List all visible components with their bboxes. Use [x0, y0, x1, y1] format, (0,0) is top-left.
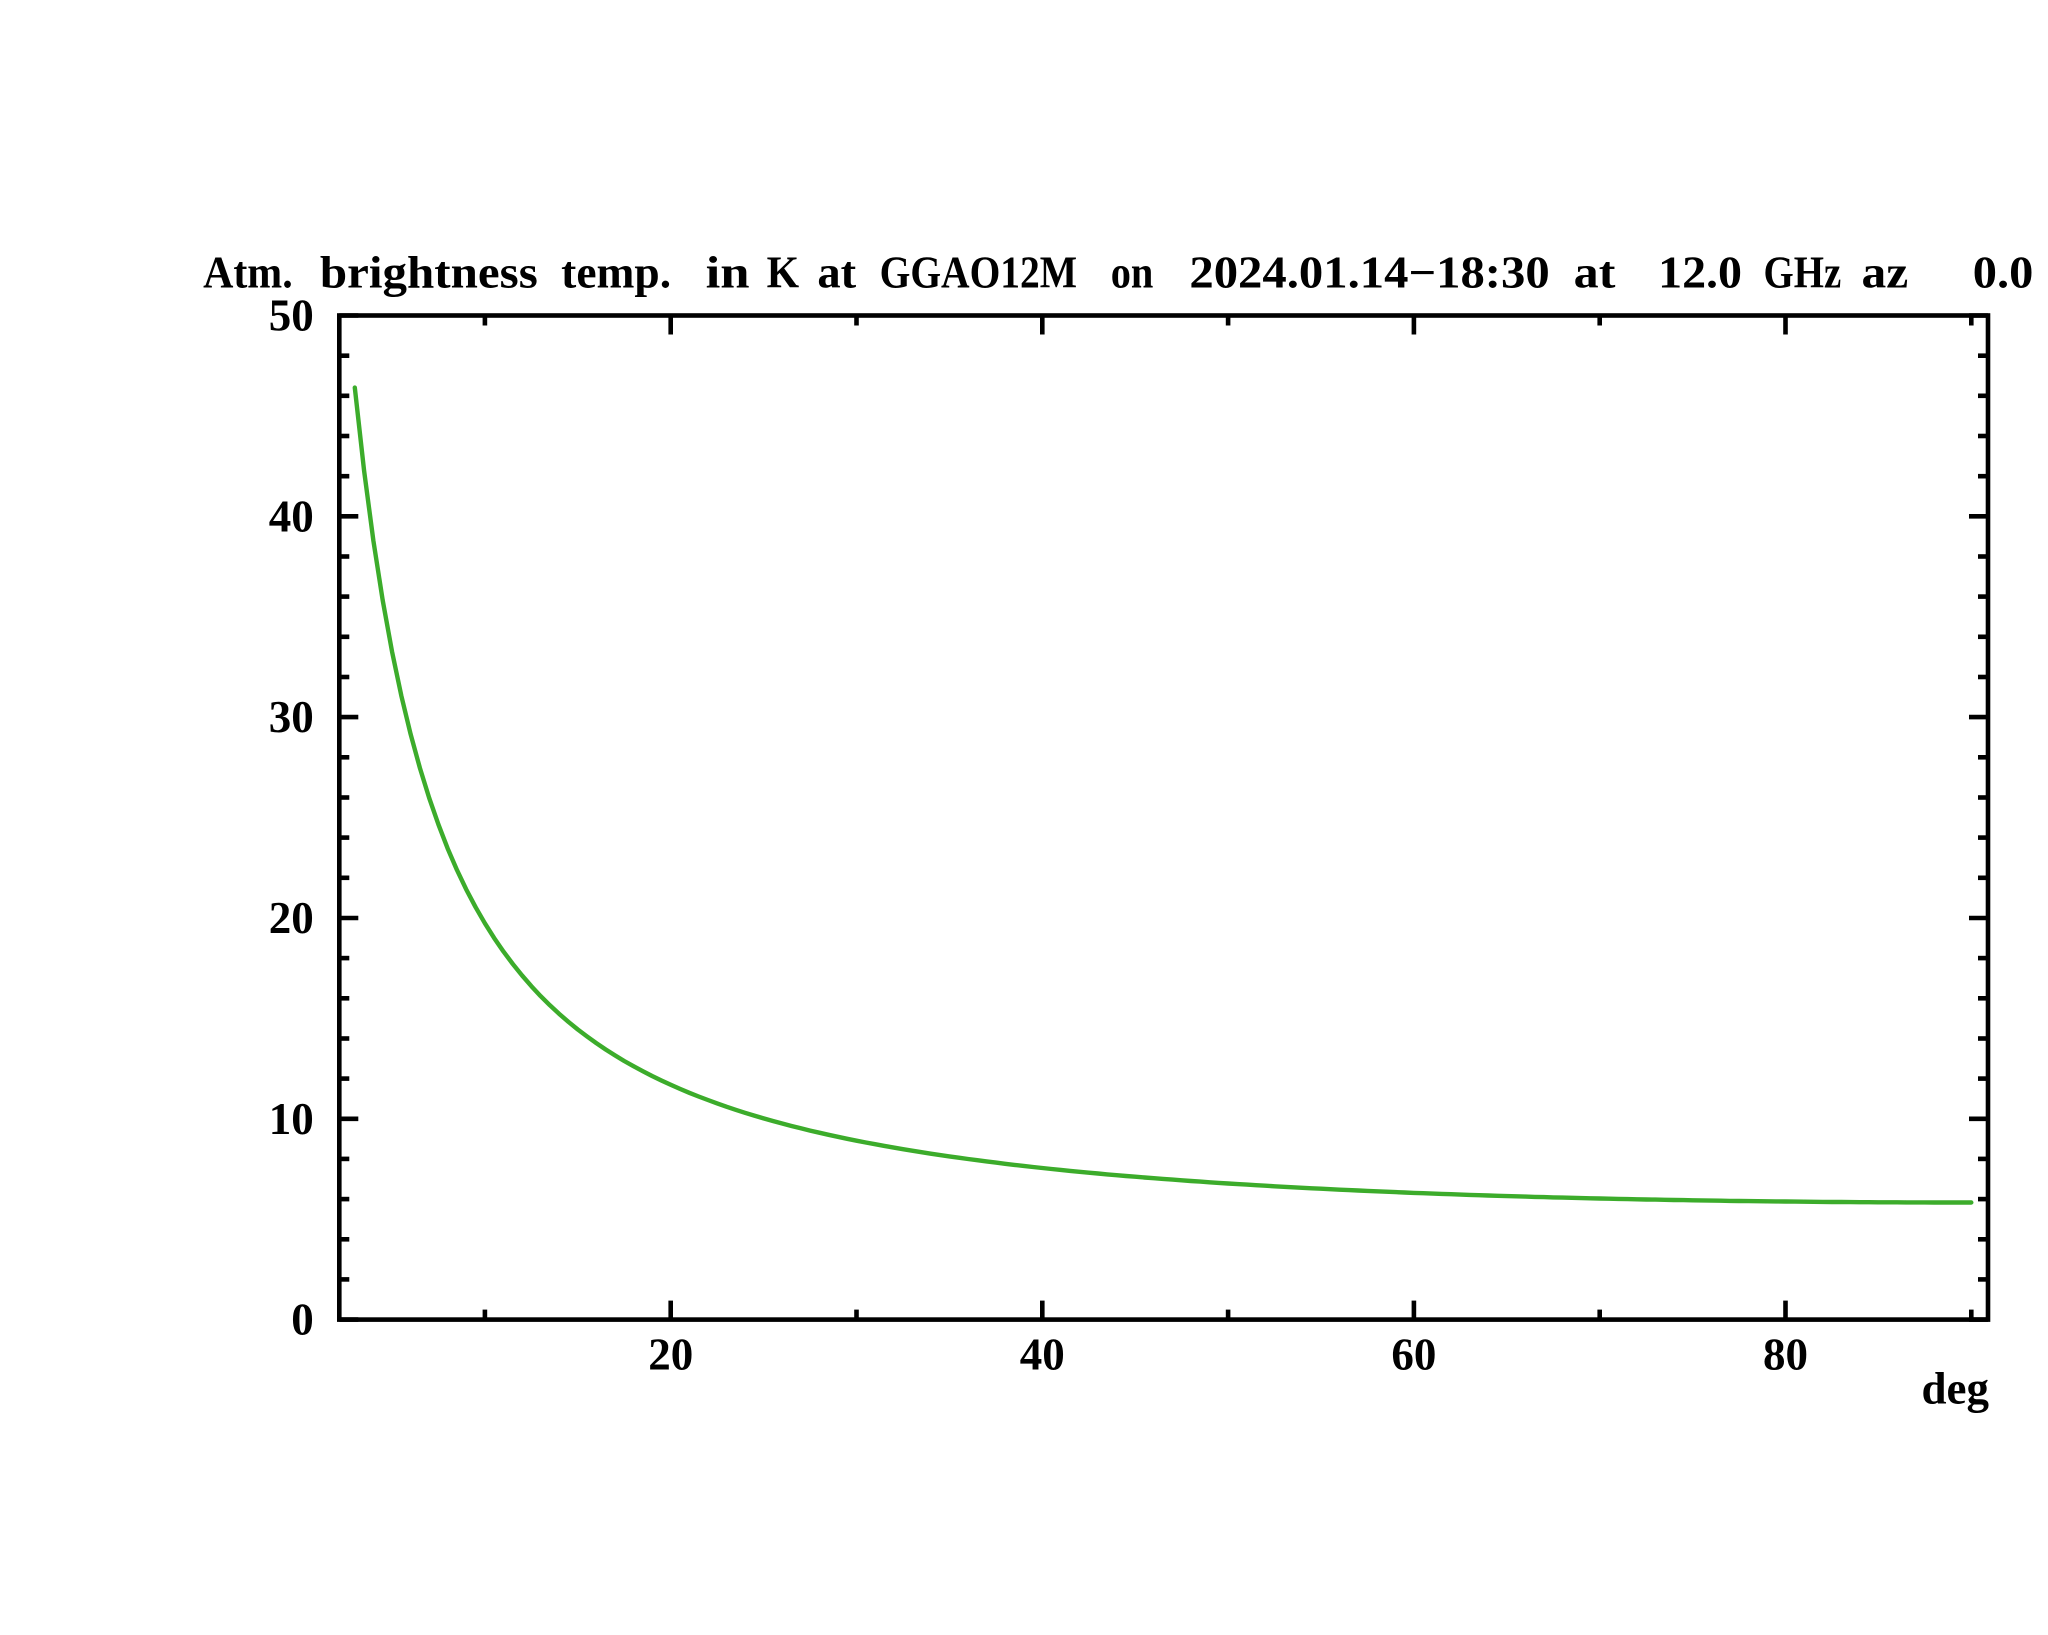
svg-text:40: 40: [1020, 1330, 1065, 1380]
svg-text:deg: deg: [1922, 1364, 1990, 1414]
svg-text:50: 50: [269, 291, 314, 341]
svg-text:30: 30: [269, 692, 314, 742]
svg-text:20: 20: [269, 893, 314, 943]
svg-text:80: 80: [1763, 1330, 1808, 1380]
svg-text:0: 0: [291, 1295, 314, 1345]
svg-text:10: 10: [269, 1094, 314, 1144]
svg-text:60: 60: [1391, 1330, 1436, 1380]
svg-text:20: 20: [648, 1330, 693, 1380]
svg-text:40: 40: [269, 491, 314, 541]
